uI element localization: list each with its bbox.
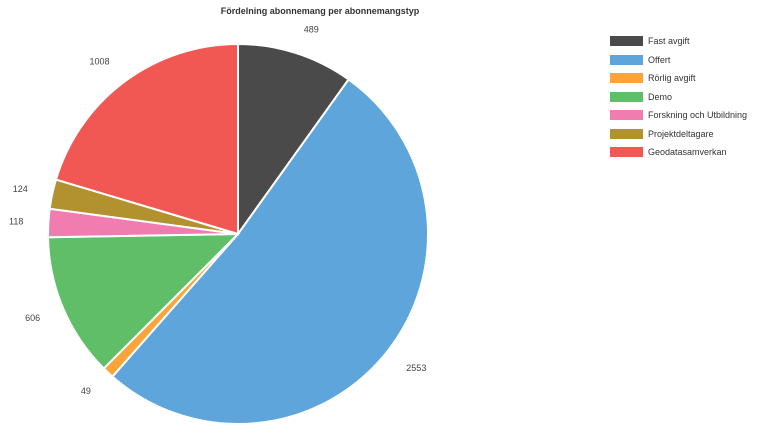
slice-value-label: 124 — [13, 184, 28, 194]
legend-label: Projektdeltagare — [648, 128, 714, 139]
slice-value-label: 1008 — [90, 57, 110, 67]
pie-chart: 489 2553 49 606 118 124 1008 — [9, 24, 429, 425]
legend-label: Demo — [648, 91, 673, 102]
slice-value-label: 489 — [304, 24, 319, 34]
chart-legend: Fast avgift Offert Rörlig avgift Demo Forskn… — [610, 32, 747, 162]
pie-slice[interactable] — [111, 78, 429, 425]
legend-label: Fast avgift — [648, 36, 690, 47]
legend-item[interactable]: Forskning och Utbildning — [610, 106, 747, 125]
legend-label: Geodatasamverkan — [648, 147, 727, 158]
slice-value-label: 49 — [81, 386, 91, 396]
pie-slice[interactable] — [47, 232, 241, 370]
legend-item[interactable]: Projektdeltagare — [610, 125, 747, 144]
legend-swatch — [610, 147, 643, 158]
slice-value-label: 2553 — [406, 363, 426, 373]
legend-swatch — [610, 36, 643, 47]
legend-swatch — [610, 110, 643, 121]
legend-swatch — [610, 128, 643, 139]
legend-swatch — [610, 73, 643, 84]
slice-value-label: 606 — [25, 313, 40, 323]
legend-item[interactable]: Demo — [610, 88, 747, 107]
slice-value-label: 118 — [9, 217, 23, 227]
legend-label: Forskning och Utbildning — [648, 110, 748, 121]
legend-item[interactable]: Offert — [610, 51, 747, 70]
legend-item[interactable]: Geodatasamverkan — [610, 143, 747, 162]
pie-slice[interactable] — [54, 42, 239, 236]
legend-item[interactable]: Rörlig avgift — [610, 69, 747, 88]
chart-title: Fördelning abonnemang per abonnemangstyp — [220, 6, 420, 16]
legend-label: Offert — [648, 54, 671, 65]
legend-swatch — [610, 91, 643, 102]
legend-swatch — [610, 54, 643, 65]
pie-slice[interactable] — [237, 42, 350, 238]
legend-item[interactable]: Fast avgift — [610, 32, 747, 51]
legend-label: Rörlig avgift — [648, 73, 696, 84]
